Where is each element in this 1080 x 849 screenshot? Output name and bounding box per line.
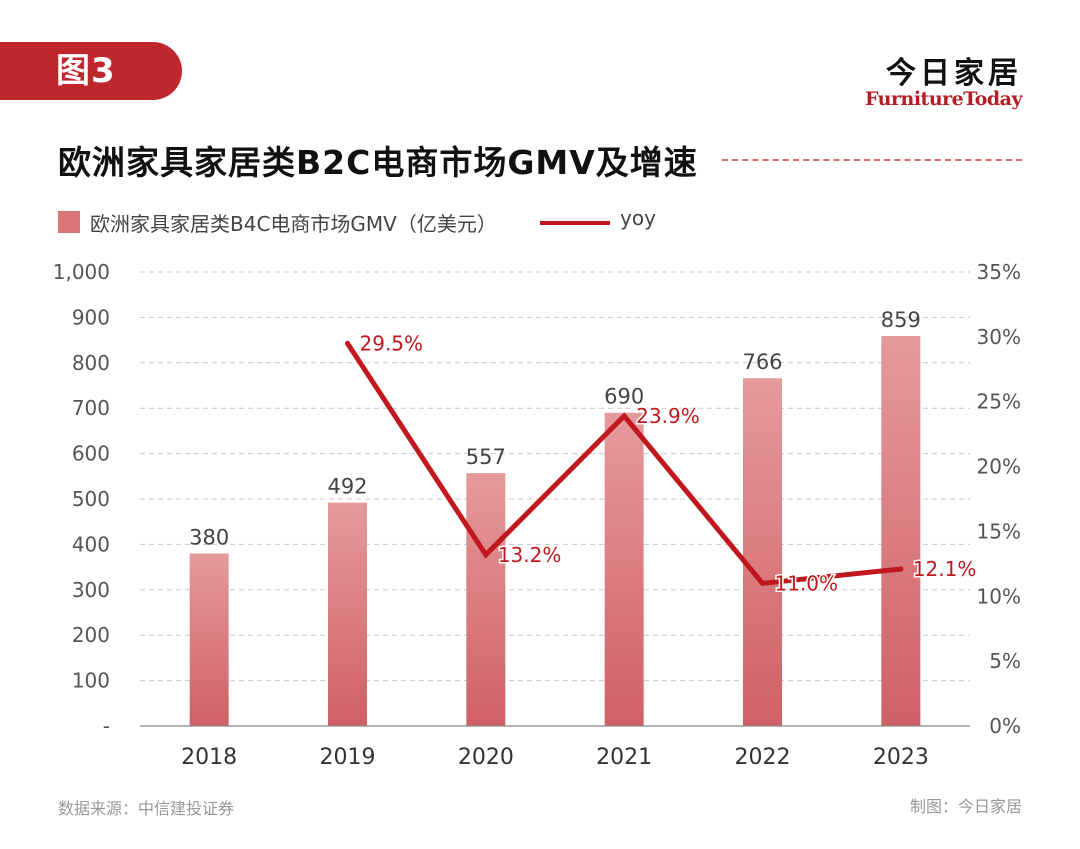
bar-value-label: 859 xyxy=(881,308,921,332)
left-tick-label: 700 xyxy=(72,396,110,420)
yoy-point-2019 xyxy=(345,340,350,346)
yoy-point-2020 xyxy=(483,552,489,558)
bar-2019 xyxy=(328,502,367,726)
bar-2022 xyxy=(743,378,782,726)
category-label: 2019 xyxy=(320,745,376,770)
bar-2018 xyxy=(189,553,229,726)
data-source: 数据来源：中信建投证券 xyxy=(58,799,235,818)
left-tick-label: 1,000 xyxy=(53,260,110,284)
gridlines xyxy=(140,271,970,682)
legend-swatch-bar xyxy=(58,211,80,233)
right-tick-label: 15% xyxy=(977,519,1021,543)
right-tick-label: 5% xyxy=(989,649,1021,673)
bar-2023 xyxy=(881,336,921,726)
chart-title: 欧洲家具家居类B2C电商市场GMV及增速 xyxy=(58,143,698,182)
bar-series xyxy=(189,336,921,726)
bar-value-label: 557 xyxy=(466,445,506,469)
left-tick-label: 200 xyxy=(72,623,110,647)
yoy-point-2022 xyxy=(760,580,765,586)
bar-value-label: 380 xyxy=(189,525,229,549)
left-tick-label: 100 xyxy=(72,669,110,693)
left-tick-label: - xyxy=(103,714,110,738)
left-tick-label: 900 xyxy=(72,305,110,329)
left-tick-label: 500 xyxy=(72,487,110,511)
right-tick-label: 0% xyxy=(989,714,1021,738)
bar-value-label: 766 xyxy=(742,350,782,374)
legend-label-yoy: yoy xyxy=(620,206,656,230)
category-label: 2021 xyxy=(596,745,652,770)
bar-2020 xyxy=(466,473,506,726)
left-tick-label: 400 xyxy=(72,532,110,556)
right-tick-label: 35% xyxy=(977,260,1021,284)
legend-swatch-line xyxy=(540,221,610,225)
right-tick-label: 30% xyxy=(977,325,1021,349)
brand-logo-en: FurnitureToday xyxy=(865,88,1022,110)
right-tick-label: 25% xyxy=(977,390,1021,414)
yoy-value-label: 13.2% xyxy=(498,543,562,567)
left-tick-label: 600 xyxy=(72,442,110,466)
legend-label-gmv: 欧洲家具家居类B4C电商市场GMV（亿美元） xyxy=(90,212,497,236)
yoy-value-label: 23.9% xyxy=(636,404,700,428)
left-tick-label: 800 xyxy=(72,351,110,375)
yoy-value-label: 12.1% xyxy=(913,557,977,581)
category-label: 2022 xyxy=(735,745,791,770)
category-label: 2020 xyxy=(458,745,514,770)
yoy-series xyxy=(345,340,904,586)
bar-value-label: 492 xyxy=(327,475,367,499)
chart-credit: 制图：今日家居 xyxy=(909,797,1022,816)
bar-value-label: 690 xyxy=(604,385,644,409)
axes: - 100 200 300 400 500 600 700 800 900 1,000 0% 5% 10%… xyxy=(53,260,1021,770)
category-label: 2018 xyxy=(181,745,237,770)
figure-tag: 图3 xyxy=(0,42,182,100)
category-label: 2023 xyxy=(873,745,929,770)
yoy-point-2021 xyxy=(621,413,627,419)
right-tick-label: 20% xyxy=(977,455,1021,479)
right-tick-label: 10% xyxy=(977,584,1021,608)
yoy-value-label: 29.5% xyxy=(360,331,424,355)
yoy-point-2023 xyxy=(898,566,904,572)
yoy-value-label: 11.0% xyxy=(775,571,839,595)
title-divider xyxy=(722,159,1022,161)
brand-logo-cn: 今日家居 xyxy=(886,56,1022,91)
data-labels: 380 492 557 690 766 859 29.5% 13.2% 23.9% 11.0% 12… xyxy=(189,308,978,597)
left-tick-label: 300 xyxy=(72,578,110,602)
bar-2021 xyxy=(604,412,644,726)
